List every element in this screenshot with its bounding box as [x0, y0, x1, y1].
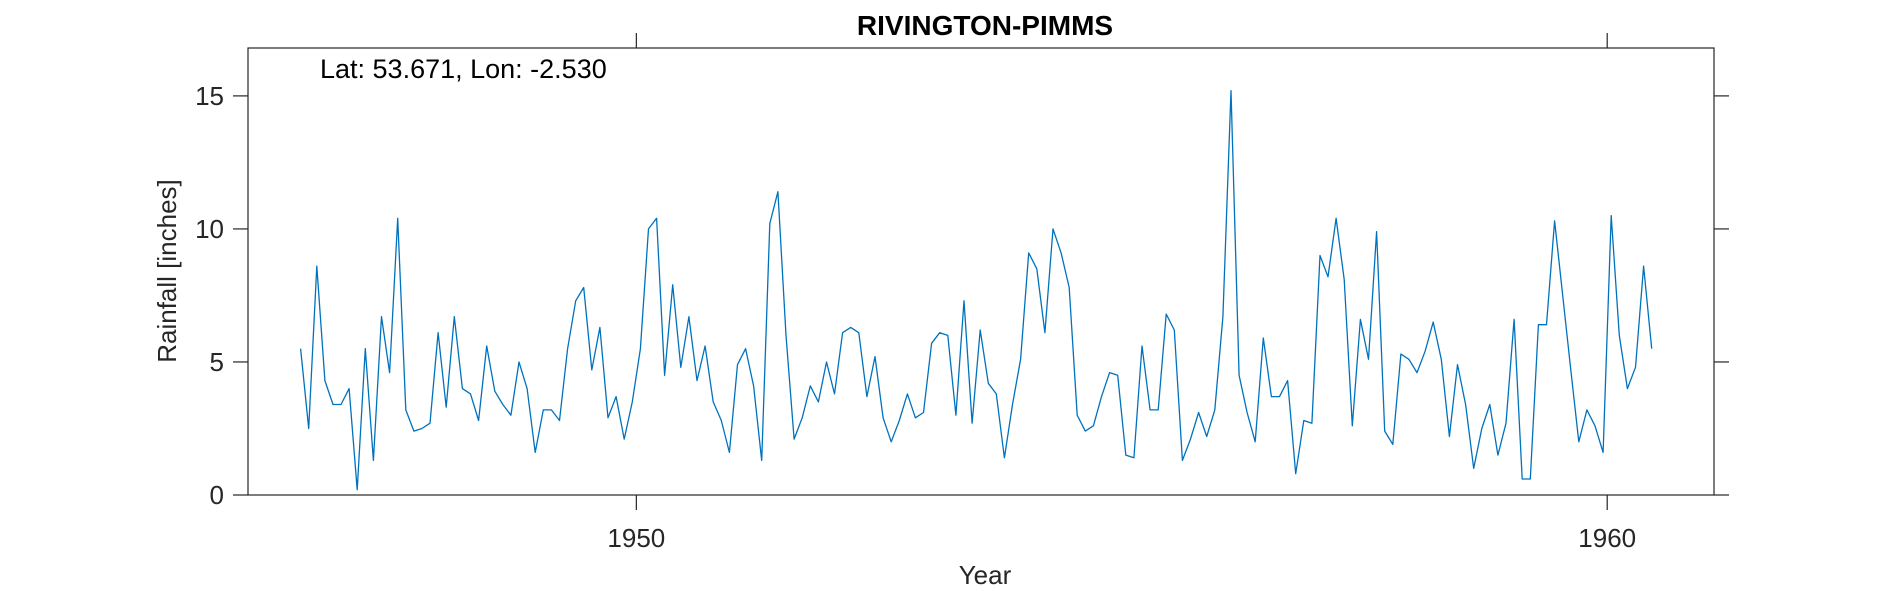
axis-ticks	[233, 33, 1729, 510]
y-tick-label: 0	[210, 480, 224, 510]
y-tick-label: 5	[210, 347, 224, 377]
rainfall-series-line	[299, 89, 1653, 491]
x-tick-label: 1950	[607, 523, 665, 553]
plot-frame	[247, 47, 1715, 496]
y-tick-label: 15	[195, 81, 224, 111]
x-axis-label: Year	[959, 560, 1012, 590]
x-tick-label: 1960	[1578, 523, 1636, 553]
chart-title: RIVINGTON-PIMMS	[857, 10, 1113, 41]
y-tick-label: 10	[195, 214, 224, 244]
location-annotation: Lat: 53.671, Lon: -2.530	[320, 54, 607, 84]
y-axis-label: Rainfall [inches]	[152, 179, 182, 363]
axis-tick-labels: 0 5 10 15 1950 1960	[195, 81, 1636, 553]
